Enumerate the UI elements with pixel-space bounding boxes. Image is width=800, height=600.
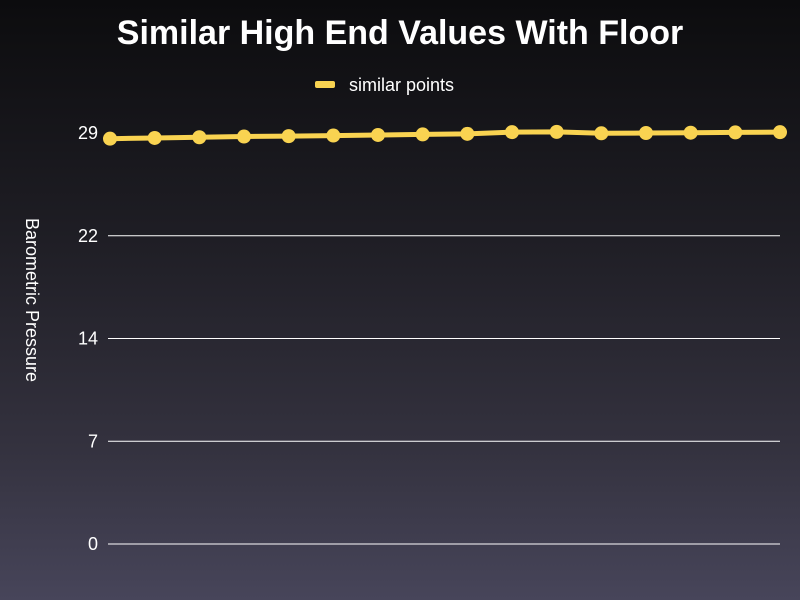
data-point [639,126,653,140]
data-point [147,130,162,145]
data-point [326,128,341,143]
data-point [594,126,609,141]
y-axis-title: Barometric Pressure [22,218,42,382]
y-tick-label: 14 [78,329,98,349]
data-point [549,124,564,139]
legend: similar points [315,75,454,95]
series-line [109,129,781,142]
data-point [237,129,251,144]
y-axis-ticks: 0 7 14 22 29 [78,123,98,554]
data-point [505,125,519,140]
data-point [728,125,743,140]
chart-title: Similar High End Values With Floor [116,14,684,52]
data-point [103,131,117,146]
gridlines [108,235,780,545]
y-tick-label: 29 [78,123,98,143]
y-tick-label: 7 [88,431,98,451]
data-point [415,127,430,142]
data-point [683,125,698,140]
series-similar-points [103,124,787,146]
data-point [192,130,207,145]
y-tick-label: 0 [88,534,98,554]
legend-swatch [315,81,335,88]
data-point [281,129,296,144]
data-point [460,126,475,141]
y-tick-label: 22 [78,226,98,246]
data-point [773,125,787,140]
legend-label: similar points [349,75,454,95]
data-point [371,127,385,142]
